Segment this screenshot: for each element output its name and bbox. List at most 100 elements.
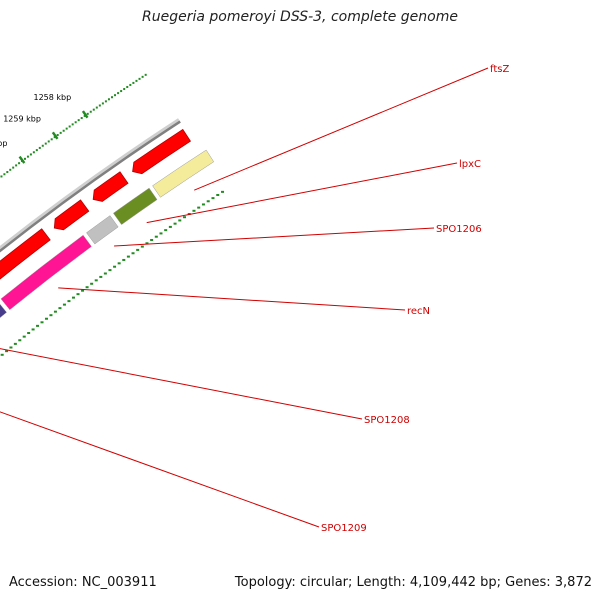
scale-dot bbox=[114, 94, 117, 97]
inner-scale-tick bbox=[94, 279, 98, 282]
inner-scale-tick bbox=[201, 203, 205, 206]
inner-scale-tick bbox=[126, 255, 130, 258]
scale-dot bbox=[38, 146, 41, 149]
scale-dot bbox=[95, 106, 98, 109]
scale-dot bbox=[92, 108, 95, 111]
tick-label: 1259 kbp bbox=[3, 115, 41, 124]
scale-dot bbox=[23, 157, 26, 160]
major-tick bbox=[81, 110, 89, 119]
inner-scale-tick bbox=[164, 229, 168, 232]
inner-scale-tick bbox=[113, 265, 117, 268]
scale-dot bbox=[32, 151, 35, 154]
scale-dot bbox=[135, 79, 138, 82]
inner-scale-tick bbox=[71, 296, 75, 299]
inner-scale-tick bbox=[150, 238, 154, 241]
inner-scale-tick bbox=[211, 197, 215, 200]
inner-scale-tick bbox=[99, 275, 103, 278]
inner-scale-tick bbox=[103, 272, 107, 275]
scale-dot bbox=[53, 136, 56, 139]
scale-dot bbox=[117, 92, 120, 95]
scale-dot bbox=[3, 173, 6, 176]
cds-arrow bbox=[132, 128, 192, 175]
gene-label: lpxC bbox=[459, 159, 481, 170]
backbone-line bbox=[0, 120, 181, 253]
scale-dot bbox=[86, 112, 89, 115]
tick-label: 1260 kbp bbox=[0, 139, 7, 148]
backbone-layer bbox=[0, 118, 181, 253]
scale-dot bbox=[80, 117, 83, 120]
inner-scale-tick bbox=[81, 289, 85, 292]
scale-dot bbox=[132, 81, 135, 84]
scale-dot bbox=[74, 121, 77, 124]
cds-arrow bbox=[0, 228, 51, 280]
inner-scale-tick bbox=[53, 310, 57, 313]
inner-scale-tick bbox=[18, 339, 22, 342]
scale-dot bbox=[59, 131, 62, 134]
inner-scale-tick bbox=[131, 252, 135, 255]
scale-dot bbox=[120, 90, 123, 93]
gene-feature bbox=[0, 234, 92, 311]
gene-label: SPO1206 bbox=[436, 224, 482, 235]
gene-feature bbox=[86, 215, 119, 245]
gene-callout-line bbox=[146, 162, 458, 224]
inner-scale-tick bbox=[154, 235, 158, 238]
scale-dot bbox=[41, 144, 44, 147]
scale-dot bbox=[110, 96, 113, 99]
inner-scale-tick bbox=[40, 321, 44, 324]
inner-scale-tick bbox=[221, 190, 225, 193]
gene-label: ftsZ bbox=[490, 64, 509, 75]
inner-scale-tick bbox=[76, 293, 80, 296]
gene-callout-line bbox=[58, 287, 406, 311]
scale-dot bbox=[6, 171, 9, 174]
scale-dot bbox=[123, 88, 126, 91]
gene-label: recN bbox=[407, 306, 430, 317]
scale-dot bbox=[83, 114, 86, 117]
scale-dot bbox=[62, 129, 65, 132]
inner-scale-tick bbox=[58, 307, 62, 310]
scale-dot bbox=[56, 134, 59, 137]
scale-dot bbox=[89, 110, 92, 113]
inner-scale-tick bbox=[159, 232, 163, 235]
cds-arrow bbox=[92, 171, 129, 202]
topology-summary: Topology: circular; Length: 4,109,442 bp… bbox=[234, 575, 592, 590]
scale-dot bbox=[18, 162, 21, 165]
gene-label: SPO1208 bbox=[364, 415, 410, 426]
scale-dot bbox=[12, 166, 15, 169]
map-title: Ruegeria pomeroyi DSS-3, complete genome bbox=[142, 9, 458, 25]
cds-arrow bbox=[53, 199, 90, 231]
major-tick bbox=[51, 131, 59, 140]
gene-callout-line bbox=[0, 348, 363, 420]
accession-text: Accession: NC_003911 bbox=[9, 575, 157, 590]
scale-dot bbox=[15, 164, 18, 167]
gene-feature bbox=[113, 187, 158, 225]
inner-scale-tick bbox=[192, 209, 196, 212]
backbone-shadow bbox=[0, 118, 181, 251]
gene-callout-line bbox=[114, 227, 435, 247]
scale-dot bbox=[35, 149, 38, 152]
cds-layer bbox=[0, 128, 192, 280]
inner-scale-tick bbox=[122, 258, 126, 261]
scale-dot bbox=[65, 127, 68, 130]
scale-dot bbox=[138, 77, 141, 80]
scale-dot bbox=[104, 100, 107, 103]
inner-scale-tick bbox=[178, 219, 182, 222]
gene-feature bbox=[0, 303, 7, 319]
inner-scale-tick bbox=[49, 314, 53, 317]
scale-dot bbox=[26, 155, 29, 158]
inner-scale-tick bbox=[216, 193, 220, 196]
inner-scale-tick bbox=[44, 317, 48, 320]
inner-scale-tick bbox=[0, 353, 4, 356]
major-tick bbox=[18, 155, 26, 164]
scale-dot bbox=[50, 138, 53, 141]
inner-scale-tick bbox=[13, 342, 17, 345]
scale-dot bbox=[0, 175, 3, 178]
inner-scale-tick bbox=[117, 262, 121, 265]
gene-callout-line bbox=[194, 67, 489, 191]
scale-dot bbox=[144, 73, 147, 76]
inner-scale-tick bbox=[197, 206, 201, 209]
inner-scale-tick bbox=[22, 335, 26, 338]
inner-scale-tick bbox=[168, 225, 172, 228]
gene-callout-line bbox=[0, 411, 320, 528]
scale-dot bbox=[9, 168, 12, 171]
inner-scale-tick bbox=[67, 300, 71, 303]
